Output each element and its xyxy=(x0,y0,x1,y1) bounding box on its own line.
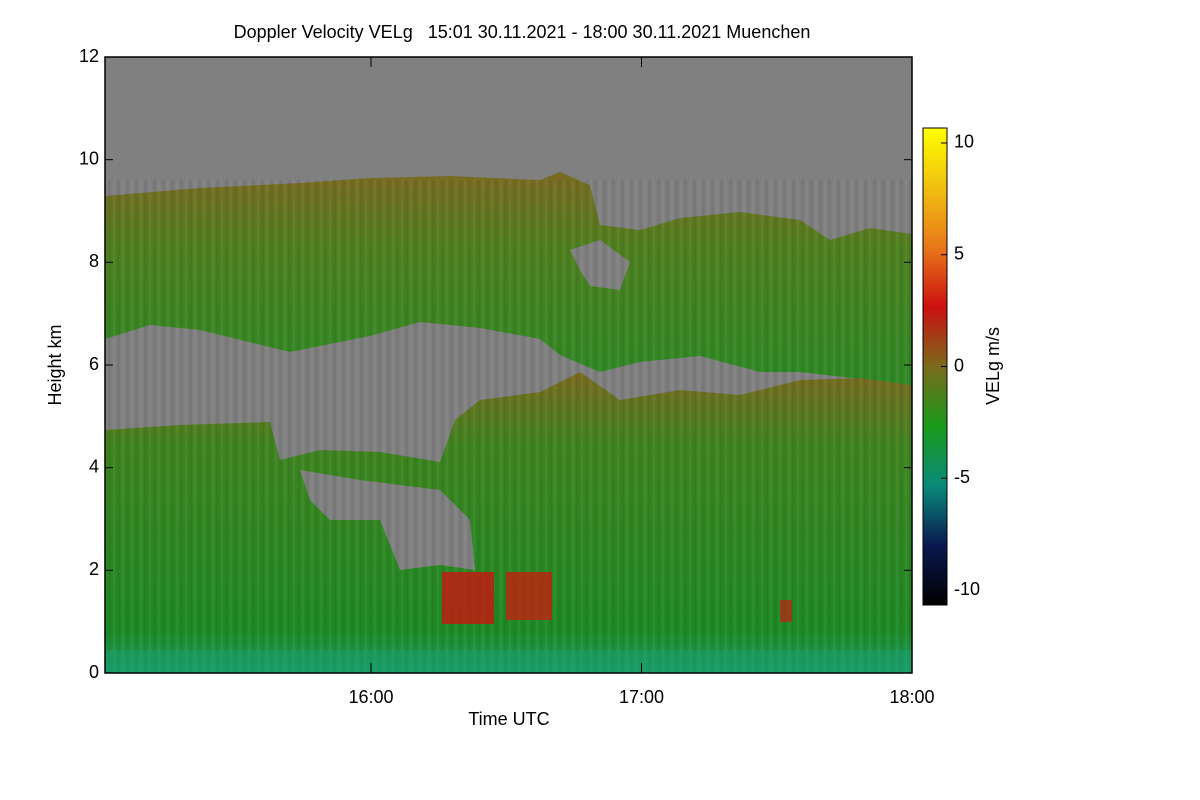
y-tick-label: 8 xyxy=(89,251,99,271)
updraft-patch xyxy=(780,600,792,622)
colorbar-label: VELg m/s xyxy=(983,327,1003,405)
x-tick-label: 16:00 xyxy=(348,687,393,707)
y-tick-label: 4 xyxy=(89,456,99,476)
near-ground xyxy=(105,650,912,673)
colorbar-tick-label: 10 xyxy=(954,132,974,152)
x-axis-label: Time UTC xyxy=(468,709,549,729)
y-tick-label: 2 xyxy=(89,559,99,579)
y-tick-label: 10 xyxy=(79,148,99,168)
x-tick-label: 17:00 xyxy=(619,687,664,707)
y-axis-label: Height km xyxy=(45,324,65,405)
radar-field xyxy=(105,57,912,673)
updraft-patch xyxy=(442,572,494,624)
y-tick-label: 6 xyxy=(89,354,99,374)
chart-title: Doppler Velocity VELg 15:01 30.11.2021 -… xyxy=(234,22,811,42)
colorbar-tick-label: 0 xyxy=(954,355,964,375)
colorbar-tick-label: -10 xyxy=(954,579,980,599)
y-tick-label: 12 xyxy=(79,46,99,66)
y-tick-label: 0 xyxy=(89,662,99,682)
x-tick-label: 18:00 xyxy=(889,687,934,707)
updraft-patch xyxy=(506,572,552,620)
colorbar-tick-label: 5 xyxy=(954,243,964,263)
colorbar-tick-label: -5 xyxy=(954,467,970,487)
